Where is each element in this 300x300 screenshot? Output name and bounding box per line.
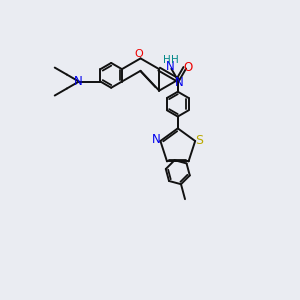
Text: N: N <box>175 76 183 89</box>
Text: N: N <box>74 75 83 88</box>
Text: N: N <box>152 133 160 146</box>
Text: S: S <box>195 134 203 147</box>
Text: H: H <box>171 56 179 65</box>
Text: H: H <box>163 56 171 65</box>
Text: N: N <box>167 60 175 73</box>
Text: O: O <box>135 49 143 59</box>
Text: O: O <box>184 61 193 74</box>
